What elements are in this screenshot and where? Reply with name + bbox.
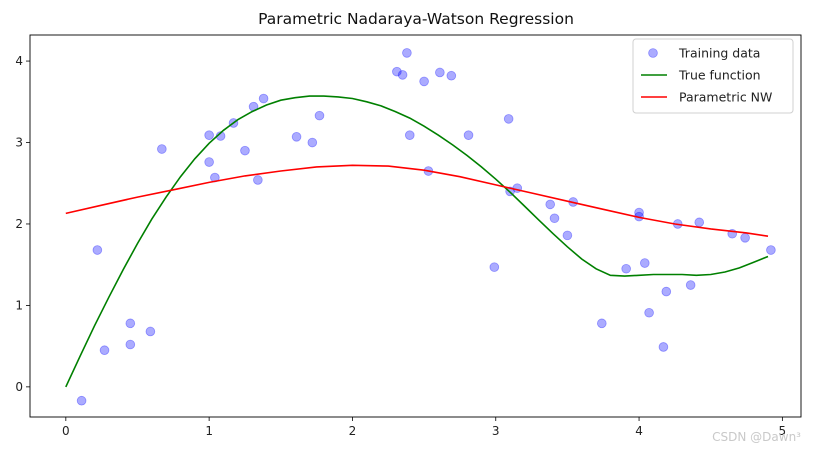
data-point: [621, 263, 631, 274]
data-point: [658, 342, 669, 352]
legend-label: True function: [678, 68, 761, 83]
data-point: [402, 48, 412, 58]
data-point: [204, 130, 214, 140]
data-point: [291, 132, 302, 142]
data-point: [661, 286, 672, 297]
y-tick-label: 4: [15, 54, 23, 68]
series-line-2: [65, 164, 769, 237]
data-point: [766, 245, 776, 255]
x-tick-label: 4: [635, 424, 643, 438]
legend: Training data True function Parametric NW: [632, 38, 794, 114]
x-tick-label: 0: [62, 424, 70, 438]
data-point: [99, 345, 110, 356]
data-point: [404, 130, 415, 140]
data-point: [253, 175, 263, 185]
plot-area: [65, 48, 776, 406]
data-point: [685, 280, 696, 290]
x-tick-label: 1: [205, 424, 213, 438]
data-point: [694, 217, 705, 228]
y-tick-label: 2: [15, 217, 23, 231]
data-point: [92, 245, 103, 255]
legend-label: Parametric NW: [679, 90, 772, 105]
data-point: [446, 70, 457, 81]
data-point: [314, 110, 325, 121]
y-tick-label: 3: [15, 136, 23, 150]
data-point: [463, 130, 474, 140]
axes: 0 1 2 3 4 5 0 1 2 3 4: [15, 34, 802, 438]
chart-title: Parametric Nadaraya-Watson Regression: [258, 10, 574, 28]
legend-label: Training data: [678, 46, 760, 61]
data-point: [76, 395, 87, 406]
data-point: [503, 114, 514, 124]
data-point: [145, 326, 156, 337]
data-point: [307, 137, 318, 148]
data-point: [489, 262, 500, 272]
data-point: [240, 145, 250, 156]
series-line-1: [65, 95, 769, 388]
data-point: [125, 318, 136, 329]
axes-frame: [29, 34, 802, 418]
legend-box: [632, 38, 794, 114]
x-tick-label: 2: [349, 424, 357, 438]
data-point: [419, 76, 429, 87]
data-point: [549, 213, 560, 224]
watermark: CSDN @Dawn³: [712, 430, 801, 444]
data-point: [644, 307, 654, 318]
data-point: [258, 93, 269, 104]
data-point: [639, 258, 650, 268]
data-point: [562, 230, 573, 241]
data-point: [545, 199, 556, 210]
data-point: [597, 318, 607, 329]
data-point: [740, 233, 750, 243]
y-tick-label: 0: [15, 380, 23, 394]
x-tick-label: 3: [492, 424, 500, 438]
y-tick-label: 1: [15, 298, 23, 312]
data-point: [157, 144, 167, 154]
legend-marker: [648, 48, 658, 58]
data-point: [397, 70, 408, 80]
data-point: [435, 67, 445, 78]
data-point: [125, 339, 136, 350]
data-point: [392, 66, 402, 77]
x-tick-label: 5: [779, 424, 787, 438]
data-point: [204, 157, 214, 167]
